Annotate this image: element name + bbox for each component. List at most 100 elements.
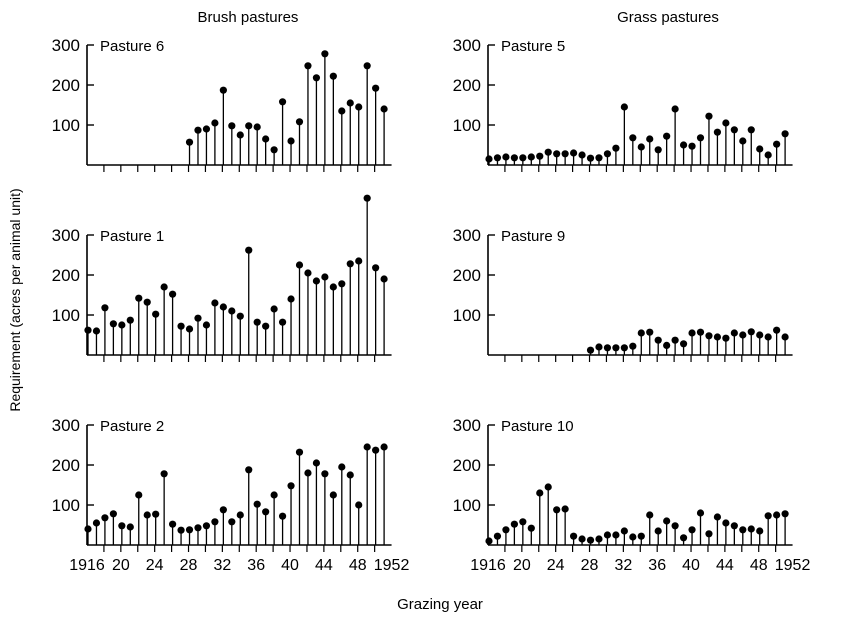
data-point	[536, 489, 544, 497]
data-point	[654, 336, 662, 344]
data-point	[544, 483, 552, 491]
data-point	[485, 537, 493, 545]
data-point	[363, 62, 371, 70]
data-point	[629, 342, 637, 350]
data-point	[143, 298, 151, 306]
data-point	[338, 463, 346, 471]
data-point	[363, 443, 371, 451]
data-point	[705, 112, 713, 120]
data-point	[118, 522, 126, 530]
y-tick-label: 200	[453, 76, 481, 95]
data-point	[764, 333, 772, 341]
x-tick-label: 36	[247, 557, 265, 574]
data-point	[219, 86, 227, 94]
data-point	[304, 62, 312, 70]
data-point	[236, 511, 244, 519]
data-point	[612, 531, 620, 539]
data-point	[329, 491, 337, 499]
panel-pasture-9: 100 200 300 Pasture 9	[453, 226, 793, 362]
data-point	[713, 513, 722, 521]
data-point	[527, 524, 535, 532]
x-tick-label: 20	[112, 557, 130, 574]
data-point	[637, 329, 645, 337]
data-point	[245, 466, 253, 474]
data-point	[578, 151, 586, 159]
data-point	[135, 491, 143, 499]
x-tick-label: 48	[750, 557, 768, 574]
data-point	[679, 340, 688, 348]
data-point	[185, 138, 194, 146]
data-point	[586, 346, 595, 354]
data-point	[688, 526, 696, 534]
data-point	[126, 523, 134, 531]
data-point	[295, 118, 304, 126]
data-point	[637, 532, 645, 540]
panel-title: Pasture 10	[501, 418, 574, 435]
data-point	[329, 72, 337, 80]
data-point	[654, 146, 662, 154]
y-tick-label: 300	[52, 226, 80, 245]
data-point	[739, 331, 747, 339]
data-point	[722, 334, 730, 342]
data-point	[713, 128, 722, 136]
panel-title: Pasture 5	[501, 38, 565, 55]
data-point	[253, 123, 261, 131]
data-point	[739, 526, 747, 534]
data-point	[346, 260, 354, 268]
data-point	[781, 510, 789, 518]
data-point	[620, 103, 628, 111]
data-point	[253, 500, 261, 508]
data-point	[510, 520, 518, 528]
data-point	[270, 146, 278, 154]
data-point	[688, 329, 696, 337]
data-point	[705, 530, 713, 538]
data-point	[346, 99, 354, 107]
data-point	[211, 518, 219, 526]
data-point	[722, 119, 730, 127]
panel-title: Pasture 9	[501, 228, 565, 245]
data-point	[671, 522, 679, 530]
y-tick-label: 200	[453, 456, 481, 475]
data-point	[646, 511, 654, 519]
x-tick-label: 1952	[374, 557, 410, 574]
data-point	[262, 322, 270, 330]
y-tick-label: 300	[52, 36, 80, 55]
data-point	[177, 526, 185, 534]
y-tick-label: 100	[52, 306, 80, 325]
data-point	[143, 511, 151, 519]
y-tick-label: 100	[453, 116, 481, 135]
data-point	[595, 535, 603, 543]
data-point	[620, 344, 628, 352]
panels: 100 200 300 Pasture 6 100 200 300 Pasture 1 100 2…	[52, 36, 811, 574]
x-tick-label: 24	[146, 557, 164, 574]
data-point	[696, 509, 705, 517]
data-point	[722, 519, 730, 527]
data-point	[646, 135, 654, 143]
data-point	[270, 305, 278, 313]
data-point	[739, 137, 747, 145]
data-point	[92, 327, 101, 335]
x-tick-label: 44	[716, 557, 734, 574]
x-tick-label: 28	[180, 557, 198, 574]
data-point	[177, 322, 185, 330]
data-point	[586, 154, 595, 162]
data-point	[372, 84, 380, 92]
data-point	[493, 154, 502, 162]
data-point	[696, 134, 705, 142]
x-tick-label: 36	[648, 557, 666, 574]
data-point	[101, 304, 109, 312]
y-tick-label: 200	[52, 456, 80, 475]
panel-pasture-10: 100 200 300 Pasture 10 1916 20 24 28 32 36 40 44 48 1…	[453, 416, 811, 574]
data-point	[253, 318, 261, 326]
data-point	[519, 154, 527, 162]
data-point	[493, 532, 502, 540]
x-tick-label: 1952	[775, 557, 811, 574]
data-point	[663, 341, 671, 349]
data-point	[570, 532, 578, 540]
y-tick-label: 300	[453, 36, 481, 55]
data-point	[202, 522, 211, 530]
x-tick-label: 28	[581, 557, 599, 574]
data-point	[219, 506, 227, 514]
panel-title: Pasture 2	[100, 418, 164, 435]
